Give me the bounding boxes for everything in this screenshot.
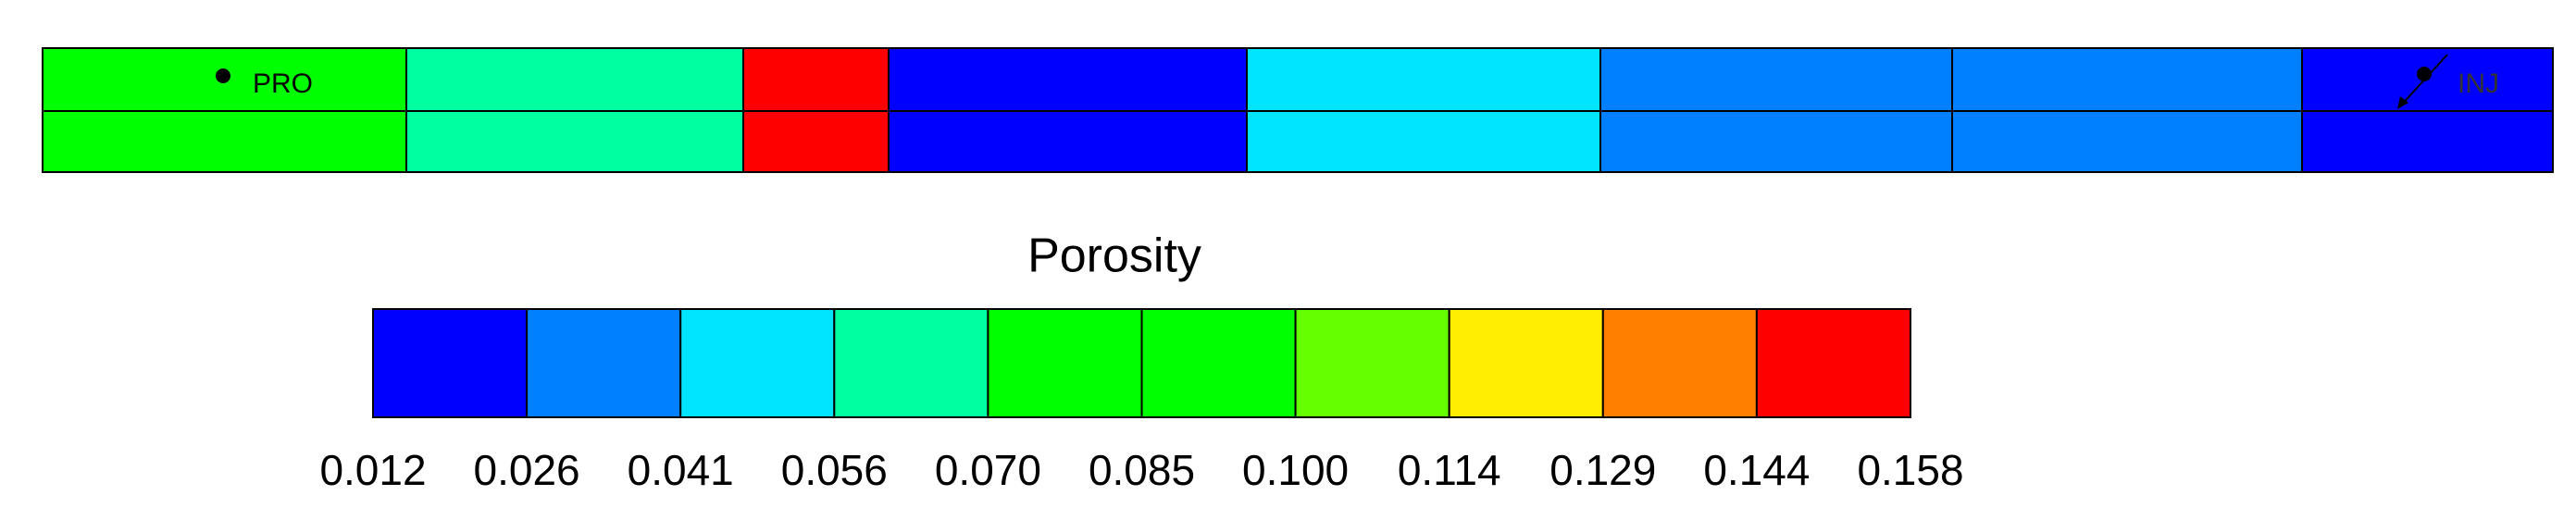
grid-cell bbox=[888, 47, 1248, 112]
well-marker bbox=[216, 68, 230, 83]
colorbar-swatch bbox=[1140, 308, 1297, 418]
colorbar-title: Porosity bbox=[1027, 229, 1201, 283]
colorbar-tick-label: 0.026 bbox=[474, 446, 580, 494]
grid-cell bbox=[742, 110, 890, 173]
colorbar-swatch bbox=[1294, 308, 1450, 418]
grid-cell bbox=[1246, 47, 1601, 112]
grid-cell bbox=[405, 110, 744, 173]
colorbar-tick-label: 0.041 bbox=[628, 446, 734, 494]
colorbar-tick-label: 0.012 bbox=[319, 446, 426, 494]
well-label: INJ bbox=[2458, 68, 2499, 99]
colorbar-swatch bbox=[372, 308, 529, 418]
colorbar-swatch bbox=[1755, 308, 1912, 418]
colorbar-swatch bbox=[526, 308, 682, 418]
colorbar-tick-label: 0.100 bbox=[1242, 446, 1349, 494]
well-label: PRO bbox=[253, 68, 313, 99]
colorbar-tick-label: 0.085 bbox=[1089, 446, 1195, 494]
grid-cell bbox=[1599, 110, 1953, 173]
colorbar-swatch bbox=[1601, 308, 1758, 418]
colorbar-tick-label: 0.070 bbox=[935, 446, 1041, 494]
colorbar-tick-label: 0.114 bbox=[1398, 446, 1501, 494]
colorbar-tick-label: 0.056 bbox=[781, 446, 888, 494]
well-arrowhead bbox=[2397, 96, 2408, 109]
grid-cell bbox=[405, 47, 744, 112]
grid-cell bbox=[742, 47, 890, 112]
grid-cell bbox=[1951, 47, 2303, 112]
grid-cell bbox=[888, 110, 1248, 173]
colorbar-swatch bbox=[987, 308, 1143, 418]
colorbar-tick-label: 0.144 bbox=[1703, 446, 1810, 494]
grid-cell bbox=[42, 110, 407, 173]
colorbar-swatch bbox=[1448, 308, 1604, 418]
grid-cell bbox=[1599, 47, 1953, 112]
grid-cell bbox=[1951, 110, 2303, 173]
grid-cell bbox=[2301, 110, 2554, 173]
colorbar-tick-label: 0.158 bbox=[1857, 446, 1963, 494]
colorbar-swatch bbox=[833, 308, 989, 418]
grid-cell bbox=[1246, 110, 1601, 173]
colorbar-tick-label: 0.129 bbox=[1549, 446, 1656, 494]
well-marker bbox=[2417, 67, 2432, 81]
colorbar-swatch bbox=[679, 308, 836, 418]
